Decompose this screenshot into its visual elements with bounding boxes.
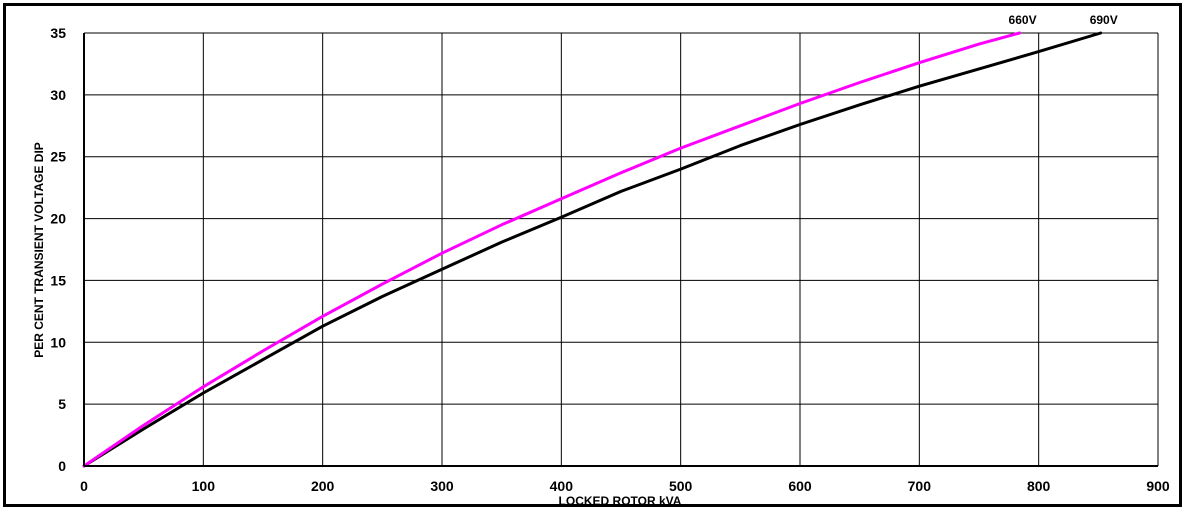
y-tick-label: 30 [50,87,66,103]
x-tick-label: 600 [788,478,812,494]
x-tick-label: 400 [550,478,574,494]
x-tick-label: 900 [1146,478,1170,494]
chart-frame [3,3,1182,507]
y-tick-label: 20 [50,211,66,227]
series-line-690v [82,31,1103,468]
series-labels: 660V 690V [1009,13,1118,27]
y-tick-label: 5 [58,396,66,412]
x-tick-label: 100 [192,478,216,494]
x-tick-labels: 0 100 200 300 400 500 600 700 800 900 [80,478,1170,494]
series-label-660v: 660V [1009,13,1037,27]
y-tick-label: 25 [50,149,66,165]
x-tick-label: 200 [311,478,335,494]
x-tick-label: 800 [1027,478,1051,494]
series-label-690v: 690V [1090,13,1118,27]
axes [83,33,1158,467]
y-tick-label: 10 [50,334,66,350]
x-axis-title: LOCKED ROTOR kVA [559,494,682,508]
y-tick-label: 15 [50,272,66,288]
y-axis-title: PER CENT TRANSIENT VOLTAGE DIP [32,142,46,358]
y-tick-label: 0 [58,458,66,474]
x-tick-label: 300 [430,478,454,494]
series-lines [82,31,1103,468]
y-tick-labels: 0 5 10 15 20 25 30 35 [50,25,66,474]
x-tick-label: 500 [669,478,693,494]
x-tick-label: 700 [908,478,932,494]
x-tick-label: 0 [80,478,88,494]
y-tick-label: 35 [50,25,66,41]
series-line-660v [82,31,1022,468]
grid [83,32,1159,467]
